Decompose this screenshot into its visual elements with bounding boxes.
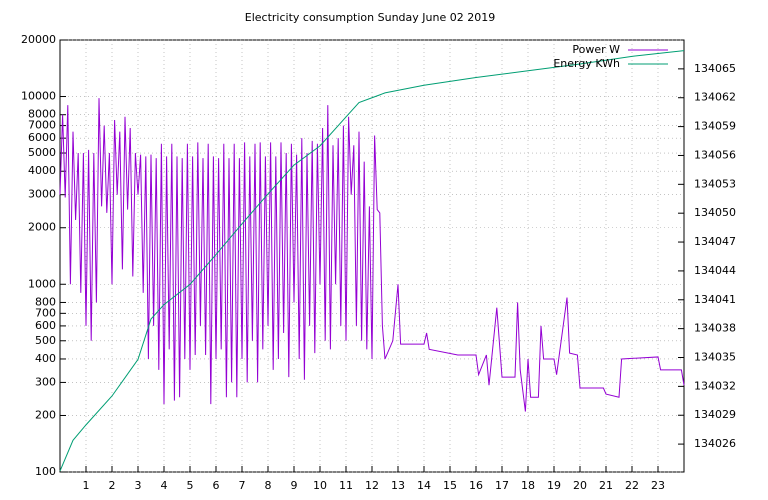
y-tick-label: 300 [35,375,56,388]
data-line [59,50,685,472]
x-tick-label: 15 [443,479,457,492]
x-tick-label: 18 [521,479,535,492]
x-tick-label: 10 [313,479,327,492]
y-tick-label: 4000 [28,164,56,177]
x-tick-label: 6 [213,479,220,492]
x-tick-label: 5 [187,479,194,492]
y2-tick-label: 134065 [694,62,736,75]
x-tick-label: 19 [547,479,561,492]
x-tick-label: 14 [417,479,431,492]
y2-tick-label: 134038 [694,322,736,335]
y-tick-label: 3000 [28,188,56,201]
x-tick-label: 7 [239,479,246,492]
y-tick-label: 6000 [28,131,56,144]
chart-title: Electricity consumption Sunday June 02 2… [245,11,495,24]
y-tick-label: 2000 [28,221,56,234]
x-tick-label: 13 [391,479,405,492]
y-tick-label: 700 [35,306,56,319]
y2-tick-label: 134047 [694,235,736,248]
y-tick-label: 10000 [21,90,56,103]
y-tick-label: 500 [35,334,56,347]
legend-label: Power W [572,43,620,56]
y2-tick-label: 134032 [694,379,736,392]
data-line [59,98,685,412]
y-tick-label: 8000 [28,108,56,121]
y2-tick-label: 134044 [694,264,736,277]
x-tick-label: 3 [135,479,142,492]
x-tick-label: 17 [495,479,509,492]
y-tick-label: 1000 [28,277,56,290]
y2-tick-label: 134053 [694,177,736,190]
x-tick-label: 22 [625,479,639,492]
y-tick-label: 100 [35,465,56,478]
x-tick-label: 16 [469,479,483,492]
y2-tick-label: 134050 [694,206,736,219]
legend-label: Energy KWh [553,57,620,70]
x-tick-label: 9 [291,479,298,492]
x-tick-label: 1 [83,479,90,492]
x-tick-label: 11 [339,479,353,492]
y-tick-label: 200 [35,408,56,421]
y2-tick-label: 134059 [694,120,736,133]
x-tick-label: 4 [161,479,168,492]
y2-tick-label: 134026 [694,437,736,450]
y-tick-label: 600 [35,319,56,332]
y-tick-label: 20000 [21,33,56,46]
x-tick-label: 20 [573,479,587,492]
x-tick-label: 12 [365,479,379,492]
y2-tick-label: 134029 [694,408,736,421]
x-tick-label: 2 [109,479,116,492]
y2-tick-label: 134035 [694,351,736,364]
y-tick-label: 5000 [28,146,56,159]
y2-tick-label: 134062 [694,91,736,104]
y2-tick-label: 134056 [694,148,736,161]
x-tick-label: 8 [265,479,272,492]
x-tick-label: 23 [651,479,665,492]
y2-tick-label: 134041 [694,293,736,306]
y-tick-label: 7000 [28,119,56,132]
y-tick-label: 800 [35,295,56,308]
y-tick-label: 400 [35,352,56,365]
x-tick-label: 21 [599,479,613,492]
